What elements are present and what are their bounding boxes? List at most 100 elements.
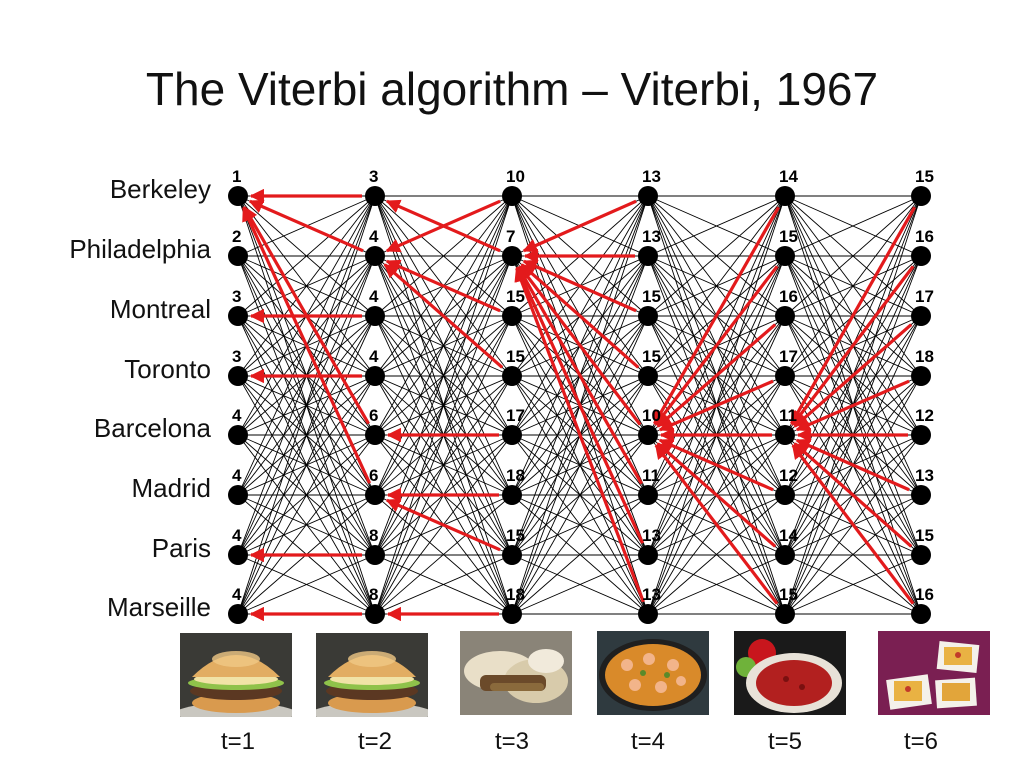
transition-edge <box>647 195 786 377</box>
backpointer-arrow <box>654 444 779 605</box>
state-node <box>638 545 658 565</box>
transition-edge <box>374 195 513 317</box>
state-node <box>228 246 248 266</box>
state-node <box>228 604 248 624</box>
tapas-image <box>878 631 990 715</box>
transition-edge <box>511 494 649 615</box>
score-label: 10 <box>642 406 661 425</box>
score-label: 18 <box>506 585 525 604</box>
state-node <box>775 425 795 445</box>
backpointer-arrow <box>654 265 779 426</box>
state-node <box>365 485 385 505</box>
score-label: 12 <box>779 466 798 485</box>
score-label: 15 <box>779 585 798 604</box>
state-node <box>638 485 658 505</box>
state-node <box>638 604 658 624</box>
score-label: 14 <box>779 167 798 186</box>
score-label: 3 <box>232 287 241 306</box>
time-label: t=5 <box>767 728 803 755</box>
gazpacho-image <box>734 631 846 715</box>
burger-image <box>180 633 292 717</box>
state-node <box>775 246 795 266</box>
time-label: t=2 <box>357 728 393 755</box>
backpointer-arrows <box>241 188 916 622</box>
state-name-label: Paris <box>152 533 211 563</box>
state-node <box>502 246 522 266</box>
backpointer-arrow <box>514 266 645 603</box>
state-node <box>365 246 385 266</box>
score-label: 4 <box>232 526 242 545</box>
state-node <box>228 186 248 206</box>
score-label: 15 <box>915 167 934 186</box>
score-label: 4 <box>369 347 379 366</box>
backpointer-arrow <box>385 498 501 552</box>
transition-edge <box>511 375 649 615</box>
state-node <box>638 366 658 386</box>
score-label: 11 <box>642 466 660 485</box>
state-name-label: Madrid <box>132 473 211 503</box>
transition-edge <box>784 195 922 377</box>
state-node <box>365 604 385 624</box>
score-label: 15 <box>506 287 525 306</box>
score-label: 12 <box>915 406 934 425</box>
score-label: 6 <box>369 406 378 425</box>
score-label: 16 <box>915 585 934 604</box>
state-node <box>911 306 931 326</box>
state-node <box>775 306 795 326</box>
score-labels: 1233444434446688107151517181518131315151… <box>232 167 934 604</box>
state-node <box>911 485 931 505</box>
state-name-label: Berkeley <box>110 174 211 204</box>
state-node <box>775 186 795 206</box>
transition-edge <box>237 315 376 615</box>
state-node <box>502 306 522 326</box>
score-label: 4 <box>232 466 242 485</box>
state-name-label: Toronto <box>124 354 211 384</box>
score-label: 8 <box>369 526 378 545</box>
score-label: 4 <box>369 287 379 306</box>
backpointer-arrow <box>518 265 642 426</box>
state-node <box>365 425 385 445</box>
transition-edge <box>784 195 922 317</box>
backpointer-arrow <box>515 266 645 544</box>
score-label: 15 <box>779 227 798 246</box>
score-label: 3 <box>369 167 378 186</box>
backpointer-arrow <box>522 259 637 313</box>
transition-edge <box>511 434 649 615</box>
score-label: 18 <box>506 466 525 485</box>
score-label: 4 <box>232 406 242 425</box>
state-node <box>502 366 522 386</box>
state-node <box>502 425 522 445</box>
transition-edge <box>237 195 376 377</box>
transition-edge <box>647 494 786 615</box>
transition-edge <box>784 494 922 615</box>
score-label: 15 <box>506 526 525 545</box>
backpointer-arrow <box>790 206 916 425</box>
score-label: 7 <box>506 227 515 246</box>
transition-edge <box>237 195 376 615</box>
transition-edge <box>511 554 649 615</box>
score-label: 13 <box>642 167 661 186</box>
state-node <box>365 186 385 206</box>
state-node <box>775 545 795 565</box>
transition-edge <box>237 434 376 615</box>
backpointer-arrow <box>385 259 501 313</box>
score-label: 13 <box>642 526 661 545</box>
transition-edge <box>784 554 922 615</box>
score-label: 13 <box>642 585 661 604</box>
score-label: 8 <box>369 585 378 604</box>
state-node <box>502 186 522 206</box>
state-node <box>638 186 658 206</box>
backpointer-arrow <box>791 444 915 605</box>
state-names: Berkeley Philadelphia Montreal Toronto Barce… <box>69 174 211 622</box>
backpointer-arrow <box>385 199 501 253</box>
viterbi-trellis: 1233444434446688107151517181518131315151… <box>69 167 934 624</box>
state-node <box>228 366 248 386</box>
state-node <box>911 545 931 565</box>
score-label: 15 <box>642 287 661 306</box>
backpointer-arrow <box>383 263 504 369</box>
state-node <box>638 425 658 445</box>
score-label: 15 <box>506 347 525 366</box>
cheesesteak-image <box>460 631 572 715</box>
transition-edge <box>647 195 786 257</box>
state-node <box>502 604 522 624</box>
